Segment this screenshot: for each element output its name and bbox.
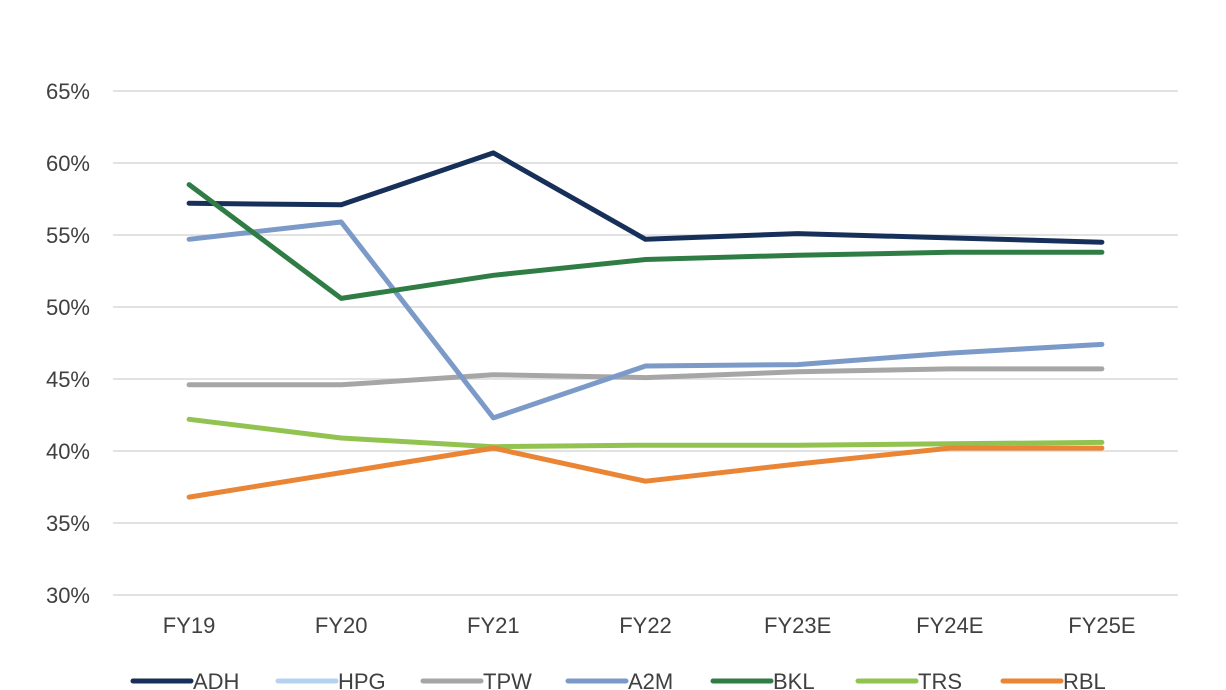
series-lines <box>186 150 1105 500</box>
y-tick-label: 65% <box>46 79 90 104</box>
y-tick-label: 60% <box>46 151 90 176</box>
legend-label-hpg: HPG <box>338 669 386 690</box>
x-tick-label: FY23E <box>764 613 831 638</box>
legend-label-a2m: A2M <box>628 669 673 690</box>
legend-label-rbl: RBL <box>1063 669 1106 690</box>
x-tick-label: FY21 <box>467 613 520 638</box>
y-tick-label: 35% <box>46 511 90 536</box>
legend: ADH HPG TPW A2M BKL TRS RBL <box>130 669 1106 690</box>
x-tick-label: FY25E <box>1068 613 1135 638</box>
legend-label-tpw: TPW <box>483 669 532 690</box>
y-tick-label: 40% <box>46 439 90 464</box>
series-line-a2m <box>186 219 1105 421</box>
y-tick-label: 30% <box>46 583 90 608</box>
series-line-trs <box>186 416 1105 450</box>
x-tick-label: FY22 <box>619 613 672 638</box>
x-axis-ticks: FY19 FY20 FY21 FY22 FY23E FY24E FY25E <box>163 613 1136 638</box>
y-axis-ticks: 65% 60% 55% 50% 45% 40% 35% 30% <box>46 79 90 608</box>
legend-label-trs: TRS <box>918 669 962 690</box>
series-line-bkl <box>186 182 1105 301</box>
legend-label-bkl: BKL <box>773 669 815 690</box>
y-tick-label: 50% <box>46 295 90 320</box>
legend-label-adh: ADH <box>193 669 239 690</box>
series-line-tpw <box>186 366 1105 388</box>
gridlines <box>113 90 1178 596</box>
series-line-rbl <box>186 445 1105 500</box>
y-tick-label: 45% <box>46 367 90 392</box>
x-tick-label: FY19 <box>163 613 216 638</box>
x-tick-label: FY24E <box>916 613 983 638</box>
series-line-adh <box>186 150 1105 245</box>
y-tick-label: 55% <box>46 223 90 248</box>
x-tick-label: FY20 <box>315 613 368 638</box>
